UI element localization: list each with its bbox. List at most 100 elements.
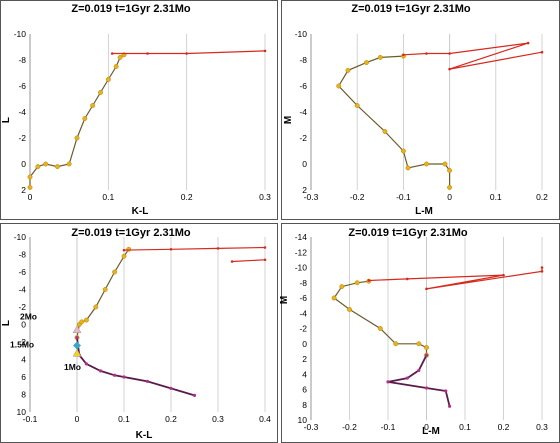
y-tick-label: 4: [302, 369, 307, 379]
data-point: [83, 317, 89, 323]
mass-annotation: 1Mo: [64, 362, 81, 372]
data-point: [35, 164, 41, 170]
data-point: [113, 373, 117, 377]
x-axis-label: K-L: [136, 430, 153, 441]
panel-border: [0, 223, 278, 443]
y-tick-label: 0: [302, 339, 307, 349]
chart-title: Z=0.019 t=1Gyr 2.31Mo: [71, 227, 191, 239]
data-point: [331, 295, 337, 301]
data-point: [540, 50, 544, 54]
y-tick-label: -6: [18, 267, 26, 277]
data-point: [79, 319, 85, 325]
x-tick-label: 0.2: [165, 414, 177, 424]
x-tick-label: -0.2: [350, 192, 365, 202]
y-tick-label: 2: [302, 354, 307, 364]
x-axis-label: L-M: [415, 206, 433, 217]
chart-panel-4: -0.3 -0.2 -0.1 0 0.1 0.2 0.3 -14 -12 -10 -8 -6 -4 -2 0…: [279, 223, 560, 443]
data-point: [405, 277, 409, 281]
data-point: [113, 64, 119, 69]
y-tick-label: -8: [18, 250, 26, 260]
data-point: [75, 336, 79, 340]
x-tick-label: -0.1: [396, 192, 411, 202]
data-point: [448, 52, 451, 55]
y-tick-label: -2: [18, 133, 26, 143]
data-point: [526, 41, 530, 45]
data-point: [126, 246, 132, 252]
data-point: [386, 380, 390, 384]
data-point: [339, 284, 345, 290]
data-point: [169, 247, 173, 251]
y-tick-label: 8: [302, 400, 307, 410]
data-point: [444, 389, 448, 393]
data-point: [102, 287, 108, 292]
data-point: [448, 67, 451, 71]
data-point: [502, 273, 505, 277]
data-point: [93, 304, 99, 310]
data-point: [367, 279, 371, 282]
x-tick-label: 0.1: [102, 192, 114, 202]
x-tick-label: 0: [28, 192, 33, 202]
data-point: [540, 266, 544, 269]
y-tick-label: -4: [18, 285, 26, 295]
mass-annotation: 1.5Mo: [10, 339, 34, 349]
data-point: [145, 379, 150, 383]
chart-title: Z=0.019 t=1Gyr 2.31Mo: [71, 3, 191, 15]
y-tick-label: -4: [299, 107, 307, 117]
panel-border: [0, 0, 278, 220]
series-line-1: [333, 280, 428, 356]
data-point: [402, 53, 405, 57]
data-point: [169, 386, 173, 390]
y-tick-label: -14: [295, 232, 308, 242]
data-point: [82, 116, 88, 121]
x-tick-label: 0.3: [259, 192, 271, 202]
data-point: [27, 174, 33, 180]
chart-title: Z=0.019 t=1Gyr 2.31Mo: [351, 3, 471, 15]
data-point: [54, 164, 60, 170]
y-tick-label: 0: [21, 320, 26, 330]
data-point: [393, 341, 399, 347]
y-tick-label: -2: [299, 133, 307, 143]
y-tick-label: -10: [295, 263, 308, 273]
mass-marker-icon: [73, 341, 81, 350]
y-tick-label: 10: [17, 407, 27, 417]
data-point: [540, 270, 544, 273]
chart-panel-2: -0.3 -0.2 -0.1 0 0.1 0.2 -10 -8 -6 -4 -2 0 2 Z=0.019 …: [281, 0, 560, 220]
data-point: [263, 49, 267, 53]
x-tick-label: 0.1: [118, 414, 130, 424]
y-tick-label: 4: [21, 355, 26, 365]
data-point: [74, 135, 80, 141]
y-tick-label: 10: [298, 415, 308, 425]
data-point: [263, 246, 267, 249]
y-axis-label: M: [279, 296, 290, 304]
data-point: [448, 404, 452, 408]
data-point: [400, 148, 406, 154]
y-tick-label: -8: [299, 278, 307, 288]
y-tick-label: 2: [21, 337, 26, 347]
data-point: [336, 83, 342, 89]
chart-title: Z=0.019 t=1Gyr 2.31Mo: [348, 227, 468, 239]
x-tick-label: -0.1: [381, 422, 396, 432]
x-tick-label: 0: [447, 192, 452, 202]
y-tick-label: -2: [18, 302, 26, 312]
x-tick-label: 0.3: [536, 422, 548, 432]
y-axis-label: L: [1, 320, 12, 326]
data-point: [377, 326, 383, 331]
data-point: [347, 306, 352, 312]
y-tick-label: 0: [21, 159, 26, 169]
y-tick-label: -10: [14, 232, 27, 242]
data-point: [417, 368, 421, 373]
data-point: [425, 52, 428, 55]
y-tick-label: -2: [299, 324, 307, 334]
panel-border: [281, 0, 560, 220]
y-tick-label: -10: [14, 29, 27, 39]
mass-marker-icon: [72, 325, 82, 333]
data-point: [447, 184, 453, 190]
data-point: [84, 362, 88, 366]
x-axis-label: K-L: [132, 206, 149, 217]
x-tick-label: 0: [424, 422, 429, 432]
y-tick-label: -4: [18, 107, 26, 117]
data-point: [117, 54, 123, 60]
mass-marker-icon: [72, 348, 82, 357]
data-point: [382, 129, 388, 134]
